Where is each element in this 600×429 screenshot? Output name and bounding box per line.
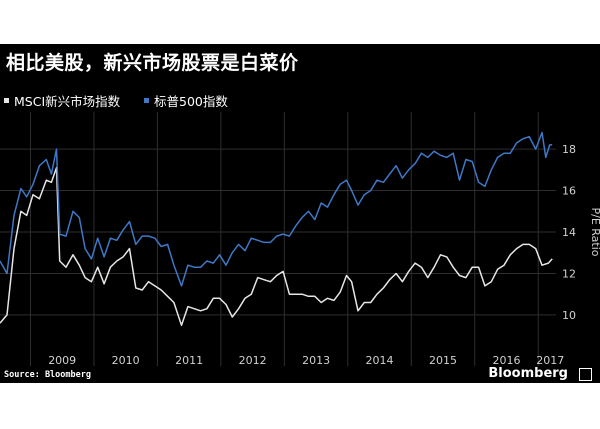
- brand-logo-icon: [579, 368, 592, 381]
- x-tick-label: 2016: [492, 354, 520, 367]
- legend-swatch-msci: [4, 98, 9, 103]
- x-tick-label: 2014: [366, 354, 394, 367]
- chart-title: 相比美股，新兴市场股票是白菜价: [6, 52, 299, 74]
- x-tick-label: 2013: [302, 354, 330, 367]
- source-note: Source: Bloomberg: [4, 370, 91, 380]
- legend-label-msci: MSCI新兴市场指数: [14, 94, 121, 109]
- y-tick-label: 14: [562, 226, 576, 239]
- chart-panel: [0, 44, 600, 383]
- x-tick-label: 2009: [48, 354, 76, 367]
- legend-label-sp500: 标普500指数: [154, 94, 228, 109]
- y-tick-label: 16: [562, 185, 576, 198]
- x-tick-label: 2011: [175, 354, 203, 367]
- x-tick-label: 2012: [239, 354, 267, 367]
- legend-item-sp500: 标普500指数: [144, 91, 228, 110]
- y-tick-label: 12: [562, 267, 576, 280]
- y-tick-label: 18: [562, 143, 576, 156]
- brand-name: Bloomberg: [488, 366, 568, 381]
- x-tick-label: 2010: [112, 354, 140, 367]
- y-axis-label: P/E Ratio: [589, 207, 600, 256]
- y-tick-label: 10: [562, 309, 576, 322]
- x-tick-label: 2017: [536, 354, 564, 367]
- x-tick-label: 2015: [429, 354, 457, 367]
- series-line-sp500: [0, 131, 553, 287]
- legend-item-msci: MSCI新兴市场指数: [4, 91, 120, 110]
- legend-swatch-sp500: [144, 98, 149, 103]
- series-line-msci: [0, 166, 553, 327]
